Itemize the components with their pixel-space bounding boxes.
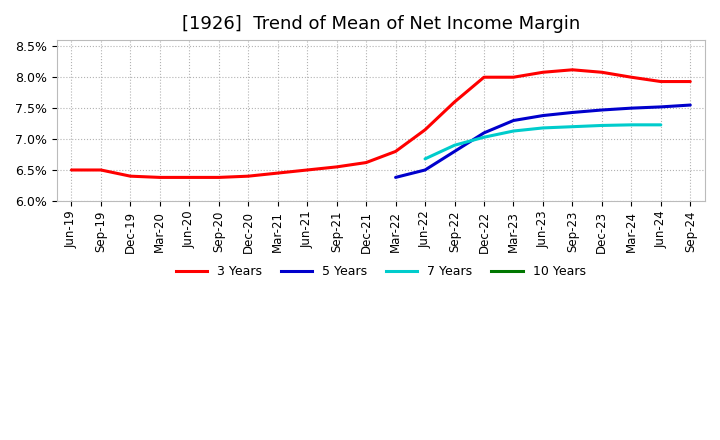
3 Years: [126, 173, 135, 179]
7 Years: [509, 128, 518, 134]
Line: 7 Years: 7 Years: [425, 125, 661, 159]
3 Years: [450, 99, 459, 105]
3 Years: [185, 175, 194, 180]
3 Years: [362, 160, 371, 165]
5 Years: [686, 103, 695, 108]
Line: 3 Years: 3 Years: [71, 70, 690, 177]
Legend: 3 Years, 5 Years, 7 Years, 10 Years: 3 Years, 5 Years, 7 Years, 10 Years: [171, 260, 590, 283]
3 Years: [657, 79, 665, 84]
5 Years: [391, 175, 400, 180]
7 Years: [539, 125, 547, 131]
5 Years: [450, 149, 459, 154]
5 Years: [568, 110, 577, 115]
5 Years: [627, 106, 636, 111]
3 Years: [480, 74, 488, 80]
5 Years: [420, 167, 429, 172]
3 Years: [333, 164, 341, 169]
7 Years: [450, 143, 459, 148]
5 Years: [509, 118, 518, 123]
3 Years: [598, 70, 606, 75]
7 Years: [657, 122, 665, 128]
3 Years: [67, 167, 76, 172]
3 Years: [627, 74, 636, 80]
3 Years: [244, 173, 253, 179]
3 Years: [420, 127, 429, 132]
3 Years: [509, 74, 518, 80]
3 Years: [539, 70, 547, 75]
5 Years: [539, 113, 547, 118]
3 Years: [215, 175, 223, 180]
7 Years: [598, 123, 606, 128]
7 Years: [627, 122, 636, 128]
3 Years: [686, 79, 695, 84]
3 Years: [568, 67, 577, 73]
7 Years: [480, 135, 488, 140]
3 Years: [274, 170, 282, 176]
3 Years: [303, 167, 312, 172]
3 Years: [156, 175, 164, 180]
5 Years: [657, 104, 665, 110]
7 Years: [420, 156, 429, 161]
7 Years: [568, 124, 577, 129]
5 Years: [480, 130, 488, 136]
3 Years: [391, 149, 400, 154]
5 Years: [598, 107, 606, 113]
Line: 5 Years: 5 Years: [395, 105, 690, 177]
3 Years: [96, 167, 105, 172]
Title: [1926]  Trend of Mean of Net Income Margin: [1926] Trend of Mean of Net Income Margi…: [181, 15, 580, 33]
